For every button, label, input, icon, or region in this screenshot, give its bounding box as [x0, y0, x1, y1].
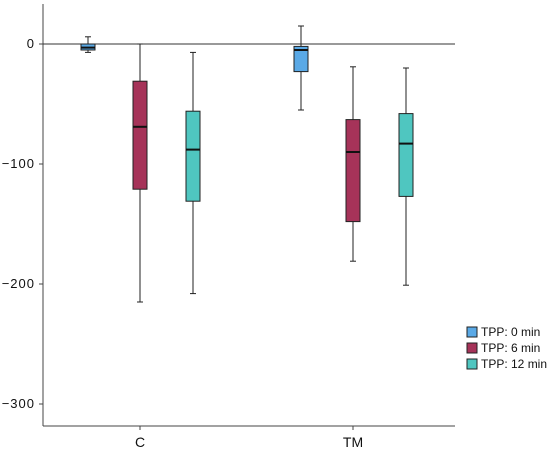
box-series	[80, 25, 414, 303]
x-tick-label-tm: TM	[343, 434, 363, 449]
y-tick-label: 0	[27, 36, 35, 51]
box-c-series-1	[132, 43, 148, 303]
legend-item: TPP: 6 min	[466, 341, 540, 355]
y-tick-label: −300	[2, 396, 35, 411]
axes: 0 −100 −200 −300 C TM	[2, 4, 455, 449]
y-tick-label: −200	[2, 276, 35, 291]
legend-swatch	[466, 358, 478, 370]
legend: TPP: 0 min TPP: 6 min TPP: 12 min	[466, 325, 547, 371]
iqr-box	[398, 113, 414, 197]
x-tick-label-c: C	[135, 434, 145, 449]
box-c-series-0	[80, 36, 96, 53]
box-tm-series-0	[293, 25, 309, 111]
box-tm-series-2	[398, 67, 414, 286]
legend-label: TPP: 6 min	[481, 341, 540, 355]
iqr-box	[185, 110, 201, 202]
iqr-box	[132, 80, 148, 190]
legend-swatch	[466, 326, 478, 338]
y-tick-label: −100	[2, 156, 35, 171]
box-c-series-2	[185, 51, 201, 295]
legend-label: TPP: 0 min	[481, 325, 540, 339]
legend-item: TPP: 0 min	[466, 325, 540, 339]
legend-swatch	[466, 342, 478, 354]
legend-label: TPP: 12 min	[481, 357, 547, 371]
iqr-box	[293, 45, 309, 73]
iqr-box	[345, 119, 361, 223]
box-tm-series-1	[345, 66, 361, 262]
legend-item: TPP: 12 min	[466, 357, 547, 371]
